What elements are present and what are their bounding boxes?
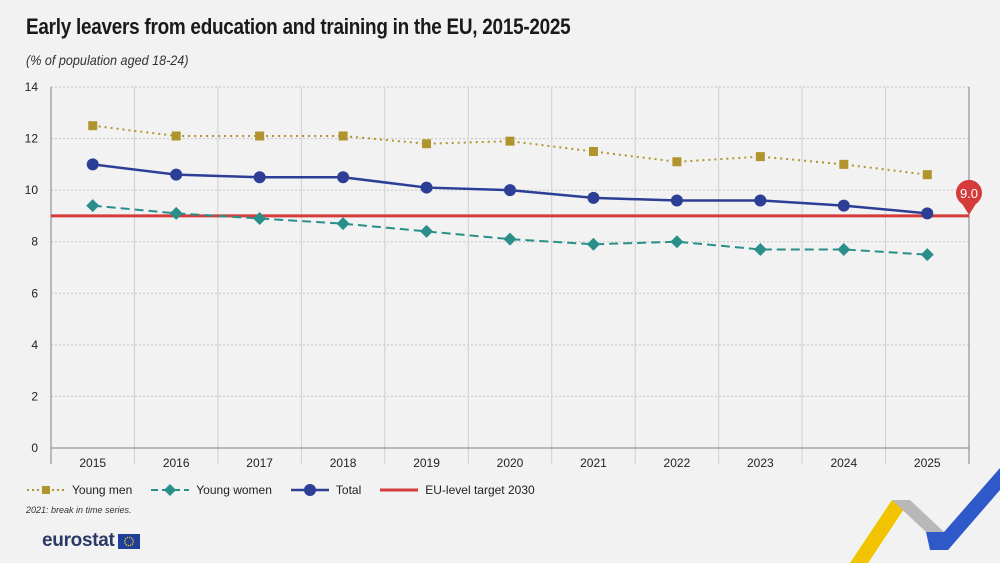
eurostat-logo: eurostat <box>42 530 140 552</box>
plot-area <box>51 87 969 448</box>
legend-swatch-target <box>380 488 419 492</box>
chart-legend: Young men Young women Total EU-level tar… <box>26 481 553 499</box>
data-point-young-men <box>755 152 765 162</box>
legend-swatch-young-women <box>151 484 190 496</box>
data-point-young-women <box>503 232 517 246</box>
legend-label-young-men: Young men <box>72 483 133 497</box>
data-point-total <box>837 199 850 212</box>
data-point-young-men <box>839 159 849 169</box>
data-point-total <box>86 158 99 171</box>
data-point-young-women <box>420 224 434 238</box>
x-tick-label: 2017 <box>246 456 273 470</box>
y-tick-label: 2 <box>31 389 38 403</box>
data-point-total <box>921 207 934 220</box>
data-point-young-women <box>336 217 350 231</box>
data-point-young-men <box>588 146 598 156</box>
y-tick-label: 14 <box>25 80 39 94</box>
data-point-young-men <box>338 131 348 141</box>
x-tick-label: 2018 <box>330 456 357 470</box>
data-point-total <box>587 191 600 204</box>
y-tick-label: 4 <box>31 338 38 352</box>
y-tick-label: 8 <box>31 235 38 249</box>
data-point-young-men <box>88 121 98 131</box>
data-point-young-men <box>505 136 515 146</box>
data-point-total <box>754 194 767 207</box>
x-tick-label: 2016 <box>163 456 190 470</box>
data-point-young-women <box>169 206 183 220</box>
data-point-young-women <box>920 248 934 262</box>
decorative-ribbon <box>850 468 1000 563</box>
logo-text: eurostat <box>42 530 115 551</box>
x-tick-label: 2023 <box>747 456 774 470</box>
data-point-total <box>337 171 350 184</box>
target-marker <box>956 179 982 206</box>
data-point-young-women <box>586 237 600 251</box>
data-point-total <box>670 194 683 207</box>
data-point-young-women <box>86 199 100 213</box>
legend-label-young-women: Young women <box>196 483 272 497</box>
y-tick-label: 6 <box>31 286 38 300</box>
data-point-young-men <box>422 139 432 149</box>
x-tick-label: 2021 <box>580 456 607 470</box>
data-point-young-women <box>837 242 851 256</box>
x-tick-label: 2015 <box>79 456 106 470</box>
eu-flag-icon <box>117 533 140 549</box>
legend-item-young-men: Young men <box>26 483 132 497</box>
chart-subtitle: (% of population aged 18-24) <box>26 52 189 68</box>
chart-title: Early leavers from education and trainin… <box>26 14 571 39</box>
series-line-young-men <box>92 124 928 176</box>
data-point-young-men <box>171 131 181 141</box>
legend-item-total: Total <box>290 483 361 497</box>
data-point-young-men <box>255 131 265 141</box>
footnote: 2021: break in time series. <box>26 505 132 515</box>
legend-label-target: EU-level target 2030 <box>425 483 535 497</box>
target-value-label: 9.0 <box>960 186 978 201</box>
data-point-young-men <box>672 157 682 167</box>
data-point-total <box>253 171 266 184</box>
x-tick-label: 2019 <box>413 456 440 470</box>
y-tick-label: 12 <box>25 132 39 146</box>
legend-label-total: Total <box>335 483 362 497</box>
x-tick-label: 2024 <box>830 456 857 470</box>
data-point-young-women <box>670 235 684 249</box>
x-tick-label: 2025 <box>914 456 941 470</box>
data-point-young-women <box>753 242 767 256</box>
data-point-total <box>170 168 183 181</box>
x-tick-label: 2020 <box>497 456 524 470</box>
y-tick-label: 10 <box>25 183 39 197</box>
data-point-young-women <box>253 212 267 226</box>
x-tick-label: 2022 <box>664 456 691 470</box>
legend-item-young-women: Young women <box>150 483 272 497</box>
data-point-total <box>504 184 516 197</box>
data-point-total <box>420 181 433 194</box>
legend-swatch-young-men <box>27 486 65 494</box>
legend-swatch-total <box>290 484 329 496</box>
legend-item-target: EU-level target 2030 <box>379 483 535 497</box>
y-tick-label: 0 <box>31 441 38 455</box>
data-point-young-men <box>922 170 932 180</box>
